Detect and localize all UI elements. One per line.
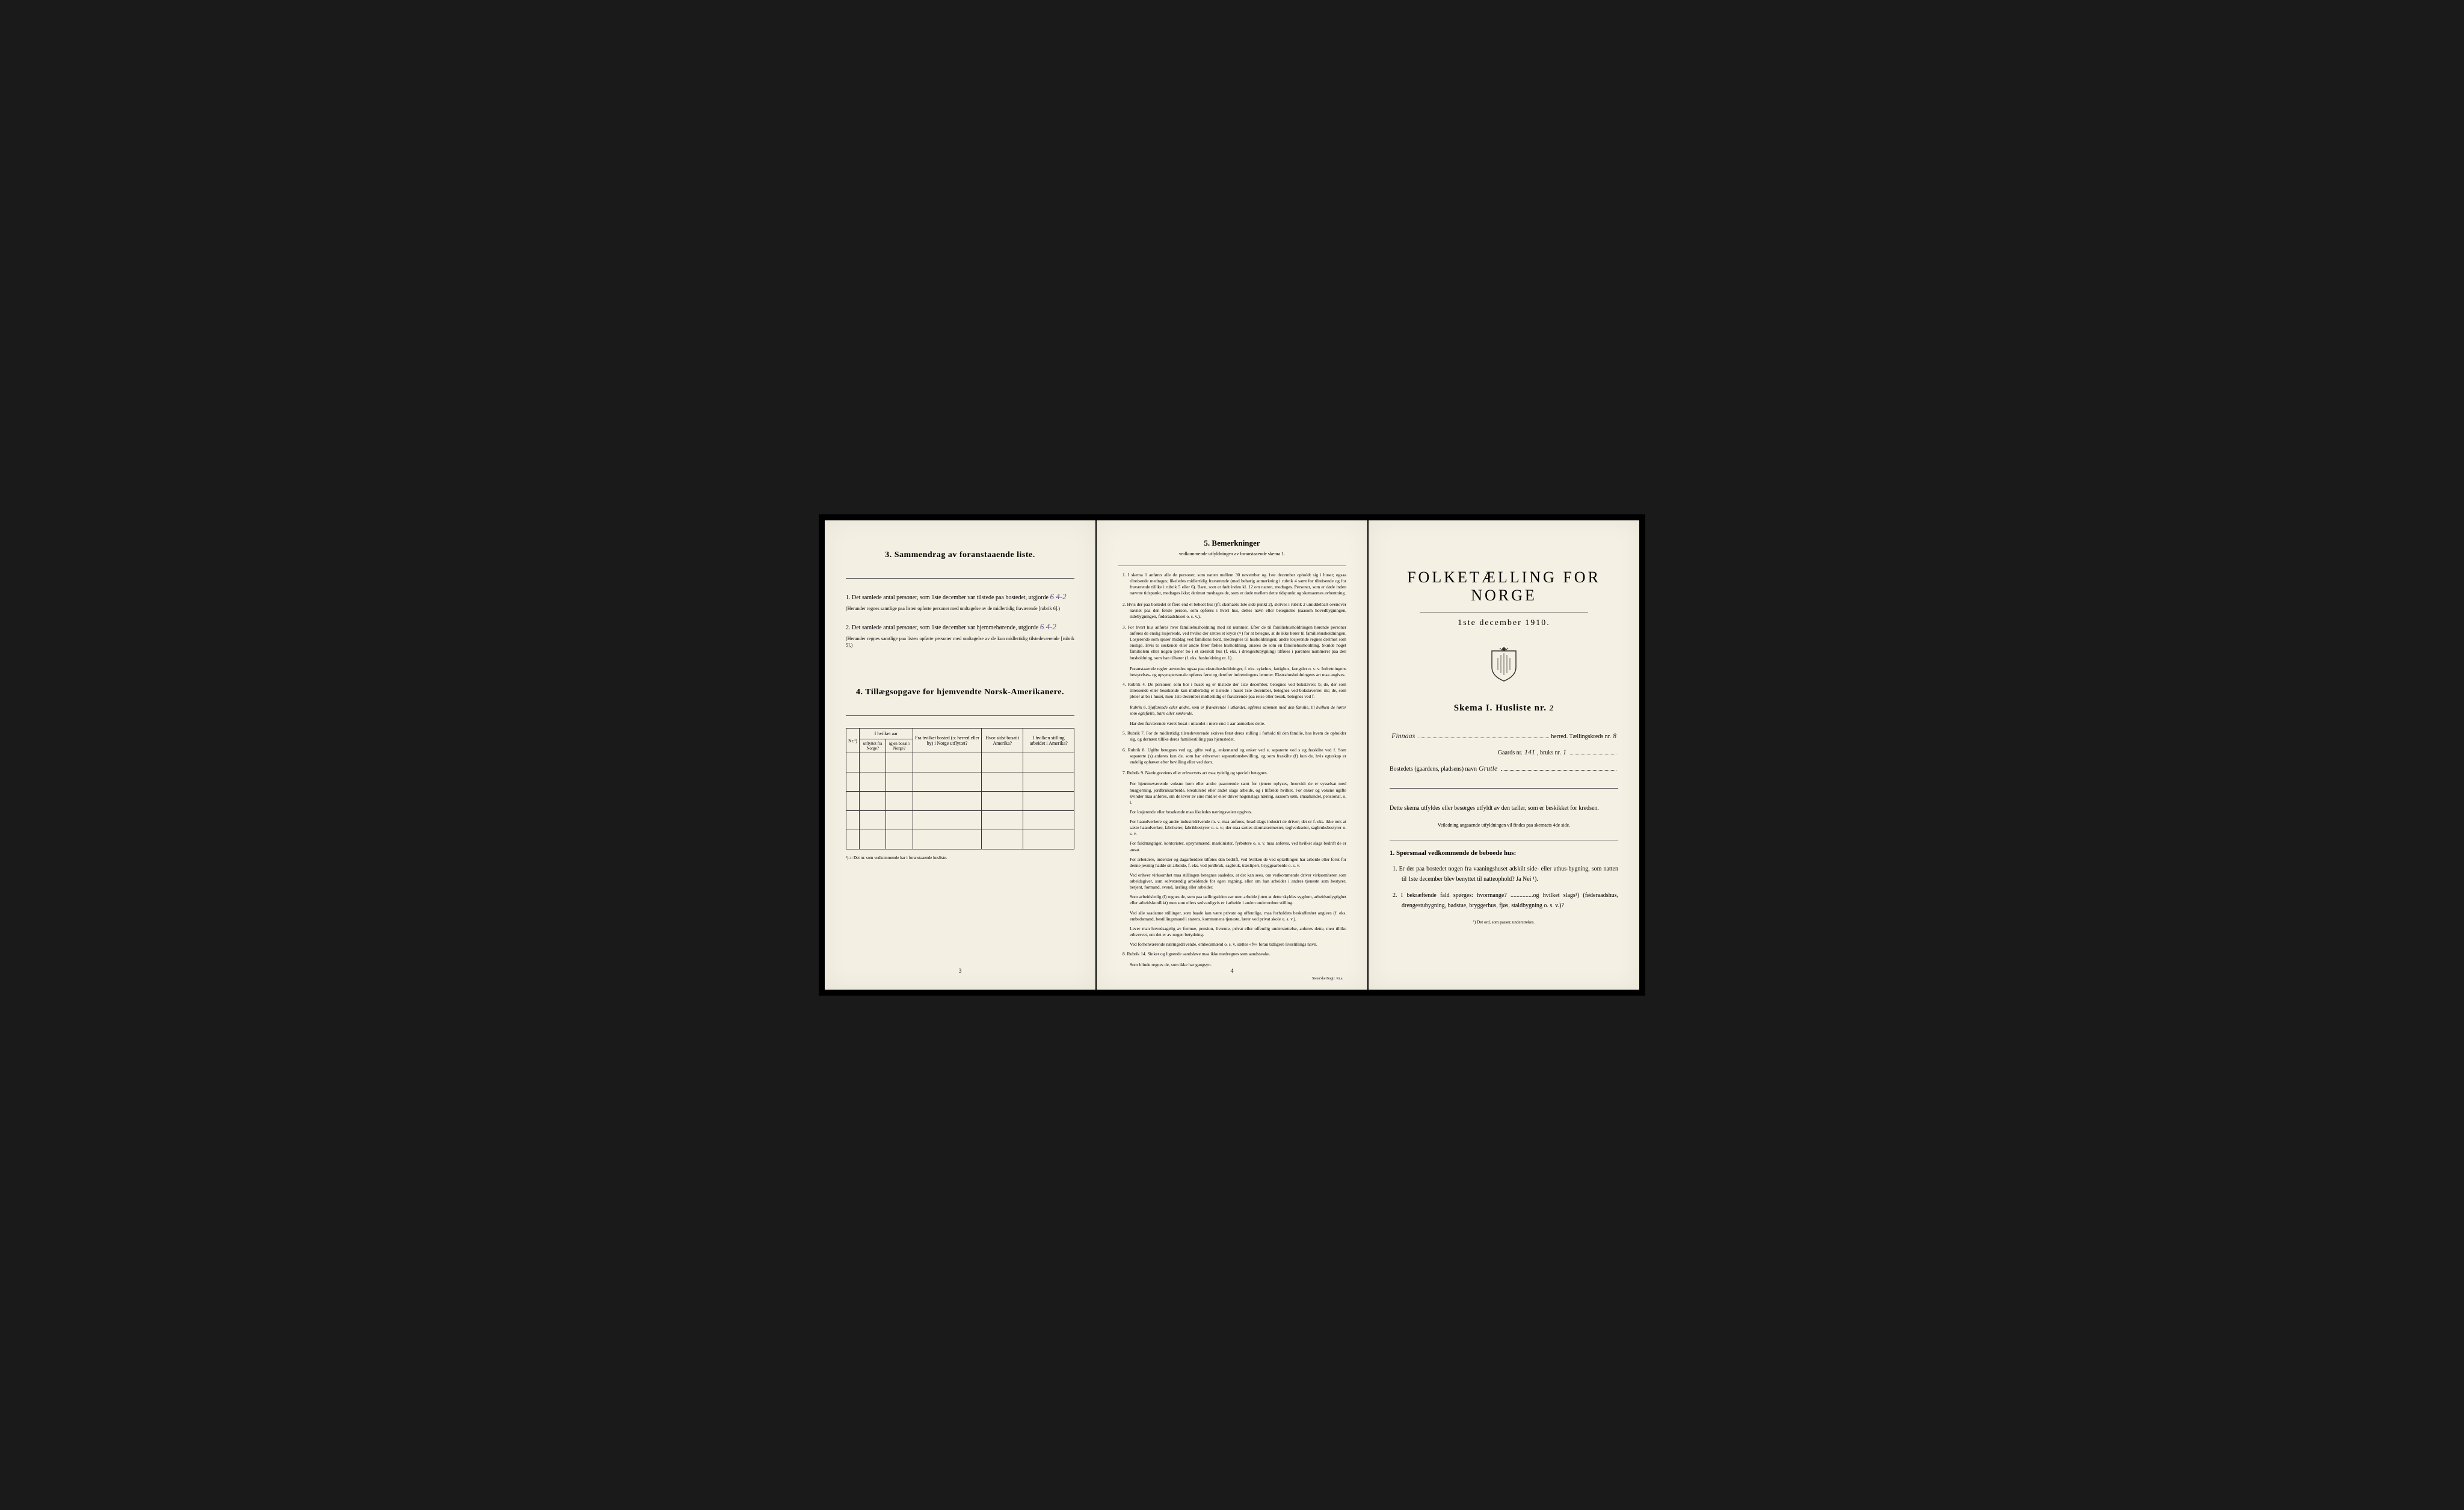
instruction-small: Veiledning angaaende utfyldningen vil fi… [1390,822,1618,828]
kreds-value: 8 [1611,732,1618,741]
bemerk-item-1: 1. I skema 1 anføres alle de personer, s… [1118,572,1346,597]
gaard-label: Gaards nr. [1498,750,1523,756]
question-1: 1. Er der paa bostedet nogen fra vaaning… [1390,864,1618,884]
bottom-note: ¹) Det ord, som passer, understrekes. [1390,920,1618,925]
dots [1570,748,1616,754]
item1-text: 1. Det samlede antal personer, som 1ste … [846,594,1049,601]
herred-label: herred. Tællingskreds nr. [1551,733,1611,740]
herred-line: Finnaas herred. Tællingskreds nr. 8 [1390,732,1618,741]
th-utflyttet: utflyttet fra Norge? [860,739,886,753]
item1-note: (Herunder regnes samtlige paa listen opf… [846,605,1074,612]
page-number: 3 [959,968,962,975]
bemerk-item-2: 2. Hvis der paa bostedet er flere end ét… [1118,602,1346,620]
sub-para: For hjemmeværende voksne børn eller andr… [1118,781,1346,806]
table-footnote: ¹) ɔ: Det nr. som vedkommende har i fora… [846,855,1074,860]
item-1: 1. Det samlede antal personer, som 1ste … [846,591,1074,612]
divider [1390,788,1618,789]
bemerk-item-8: 8. Rubrik 14. Sinker og lignende aandslø… [1118,951,1346,957]
shield-icon [1489,646,1519,682]
sub-para: Foranstaaende regler anvendes ogsaa paa … [1118,666,1346,678]
sub-para: Har den fraværende været bosat i utlande… [1118,721,1346,727]
amerika-table-section: Nr.¹) I hvilket aar Fra hvilket bosted (… [846,728,1074,860]
page-right: FOLKETÆLLING FOR NORGE 1ste december 191… [1369,520,1639,990]
bruk-label: , bruks nr. [1537,750,1561,756]
bosted-value: Grutle [1477,764,1499,773]
gaard-value: 141 [1523,748,1537,757]
bosted-label: Bostedets (gaardens, pladsens) navn [1390,766,1477,772]
page-number: 4 [1231,968,1234,975]
gaard-line: Gaards nr. 141 , bruks nr. 1 [1390,748,1618,757]
sub-para: Lever man hovedsagelig av formue, pensio… [1118,926,1346,938]
page-middle: 5. Bemerkninger vedkommende utfyldningen… [1097,520,1367,990]
item2-value: 6 4-2 [1040,622,1056,631]
item2-text: 2. Det samlede antal personer, som 1ste … [846,624,1038,631]
question-heading: 1. Spørsmaal vedkommende de beboede hus: [1390,849,1618,857]
dots [1418,732,1549,738]
sub-para: Rubrik 6. Sjøfarende eller andre, som er… [1118,704,1346,716]
bemerk-item-7: 7. Rubrik 9. Næringsveiens eller erhverv… [1118,770,1346,776]
th-sidst: Hvor sidst bosat i Amerika? [982,729,1023,753]
document-container: 3. Sammendrag av foranstaaende liste. 1.… [819,514,1645,996]
th-bosted: Fra hvilket bosted (ɔ: herred eller by) … [913,729,981,753]
instruction: Dette skema utfyldes eller besørges utfy… [1390,804,1618,813]
skema-label: Skema I. Husliste nr. [1454,703,1547,713]
sub-para: For haandverkere og andre industridriven… [1118,819,1346,837]
item1-value: 6 4-2 [1050,592,1066,601]
bruk-value: 1 [1561,748,1568,757]
bemerk-item-3: 3. For hvert hus anføres hver familiehus… [1118,624,1346,661]
bemerk-item-4: 4. Rubrik 4. De personer, som bor i huse… [1118,682,1346,700]
sub-para: Som arbeidsledig (l) regnes de, som paa … [1118,894,1346,906]
table-row [846,830,1074,849]
skema-value: 2 [1550,703,1554,712]
bemerk-subheading: vedkommende utfyldningen av foranstaaend… [1118,551,1346,556]
table-row [846,753,1074,772]
bosted-line: Bostedets (gaardens, pladsens) navn Grut… [1390,764,1618,773]
divider [846,578,1074,579]
sub-para: Som blinde regnes de, som ikke har gangs… [1118,962,1346,968]
main-title: FOLKETÆLLING FOR NORGE [1390,569,1618,605]
item-2: 2. Det samlede antal personer, som 1ste … [846,621,1074,649]
question-2: 2. I bekræftende fald spørges: hvormange… [1390,890,1618,911]
bemerk-item-6: 6. Rubrik 8. Ugifte betegnes ved ug, gif… [1118,747,1346,765]
table-row [846,792,1074,811]
item2-note: (Herunder regnes samtlige paa listen opf… [846,635,1074,649]
date-line: 1ste december 1910. [1390,618,1618,628]
section3-heading: 3. Sammendrag av foranstaaende liste. [846,550,1074,560]
th-nr: Nr.¹) [846,729,860,753]
herred-value: Finnaas [1390,732,1417,741]
sub-para: Ved forhenværende næringsdrivende, embed… [1118,941,1346,948]
sub-para: For fuldmægtiger, kontorister, opsynsmæn… [1118,840,1346,852]
th-stilling: I hvilken stilling arbeidet i Amerika? [1023,729,1074,753]
skema-line: Skema I. Husliste nr. 2 [1390,703,1618,713]
sub-para: Ved enhver virksomhet maa stillingen bet… [1118,872,1346,890]
section4-heading: 4. Tillægsopgave for hjemvendte Norsk-Am… [846,688,1074,697]
printer-mark: Steen'ske Bogtr. Kr.a. [1312,977,1343,981]
page-left: 3. Sammendrag av foranstaaende liste. 1.… [825,520,1095,990]
sub-para: For arbeidere, inderster og dagarbeidere… [1118,857,1346,869]
bemerk-heading: 5. Bemerkninger [1118,538,1346,548]
sub-para: For losjerende eller besøkende maa likel… [1118,809,1346,815]
th-igjen: igjen bosat i Norge? [886,739,913,753]
table-row [846,811,1074,830]
divider [846,715,1074,716]
th-aar: I hvilket aar [860,729,913,739]
table-row [846,772,1074,792]
dots [1501,765,1616,771]
divider [1118,565,1346,566]
amerika-table: Nr.¹) I hvilket aar Fra hvilket bosted (… [846,728,1074,849]
bemerk-item-5: 5. Rubrik 7. For de midlertidig tilstede… [1118,730,1346,742]
coat-of-arms-icon [1390,646,1618,685]
sub-para: Ved alle saadanne stillinger, som baade … [1118,910,1346,922]
